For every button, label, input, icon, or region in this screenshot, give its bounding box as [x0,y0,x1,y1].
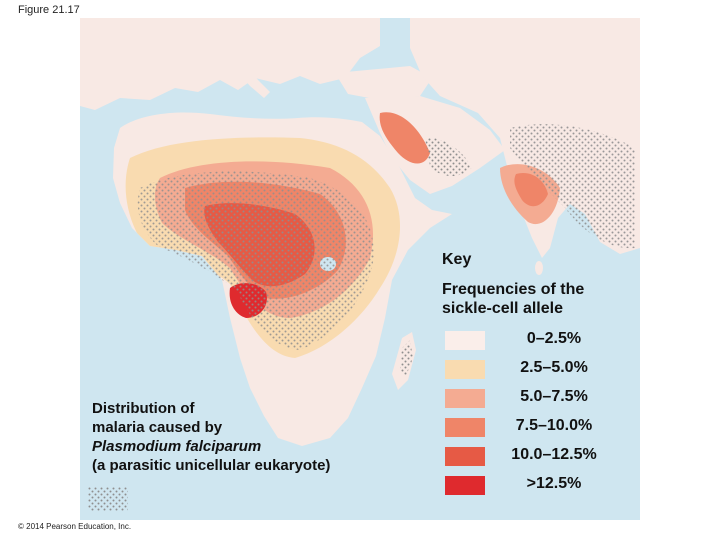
malaria-region-africa [137,171,374,350]
malaria-region-asia [510,124,635,249]
key-swatch [445,360,485,379]
malaria-caption-species: Plasmodium falciparum [92,438,262,455]
key-range-label: 10.0–12.5% [511,446,597,463]
malaria-caption-line1: Distribution of [92,400,195,417]
key-item-10-0-12-5: 10.0–12.5% [442,445,632,467]
key-item-0-2-5: 0–2.5% [442,329,632,351]
key-range-label: >12.5% [526,475,582,492]
key-subtitle: Frequencies of the sickle-cell allele [442,280,632,318]
key-subtitle-line1: Frequencies of the [442,281,585,298]
africa-map [80,18,640,520]
key-swatch [445,331,485,350]
key-item-2-5-5-0: 2.5–5.0% [442,358,632,380]
malaria-caption-line2: malaria caused by [92,419,223,436]
malaria-legend-swatch [88,487,128,511]
sri-lanka [535,261,543,275]
key-range-label: 7.5–10.0% [515,417,593,434]
malaria-caption-line4: (a parasitic unicellular eukaryote) [92,457,331,474]
key-range-label: 0–2.5% [526,330,582,347]
key-item-above-12-5: >12.5% [442,474,632,496]
key-swatch [445,418,485,437]
europe-landmass [80,18,380,110]
malaria-caption: Distribution of malaria caused by Plasmo… [92,399,330,475]
key-swatch [445,447,485,466]
key-item-5-0-7-5: 5.0–7.5% [442,387,632,409]
copyright-notice: © 2014 Pearson Education, Inc. [18,522,132,531]
key-title: Key [442,251,472,268]
key-swatch [445,476,485,495]
map-panel [80,18,640,520]
figure-label: Figure 21.17 [18,4,80,16]
key-swatch [445,389,485,408]
italy-peninsula [230,58,270,98]
malaria-region-madagascar [400,340,413,376]
key-item-7-5-10-0: 7.5–10.0% [442,416,632,438]
key-subtitle-line2: sickle-cell allele [442,300,563,317]
malaria-region-arabia [425,137,472,177]
key-range-label: 5.0–7.5% [520,388,588,405]
arabia-zone-orange [379,112,430,164]
key-range-label: 2.5–5.0% [520,359,588,376]
turkey-region [335,66,432,100]
